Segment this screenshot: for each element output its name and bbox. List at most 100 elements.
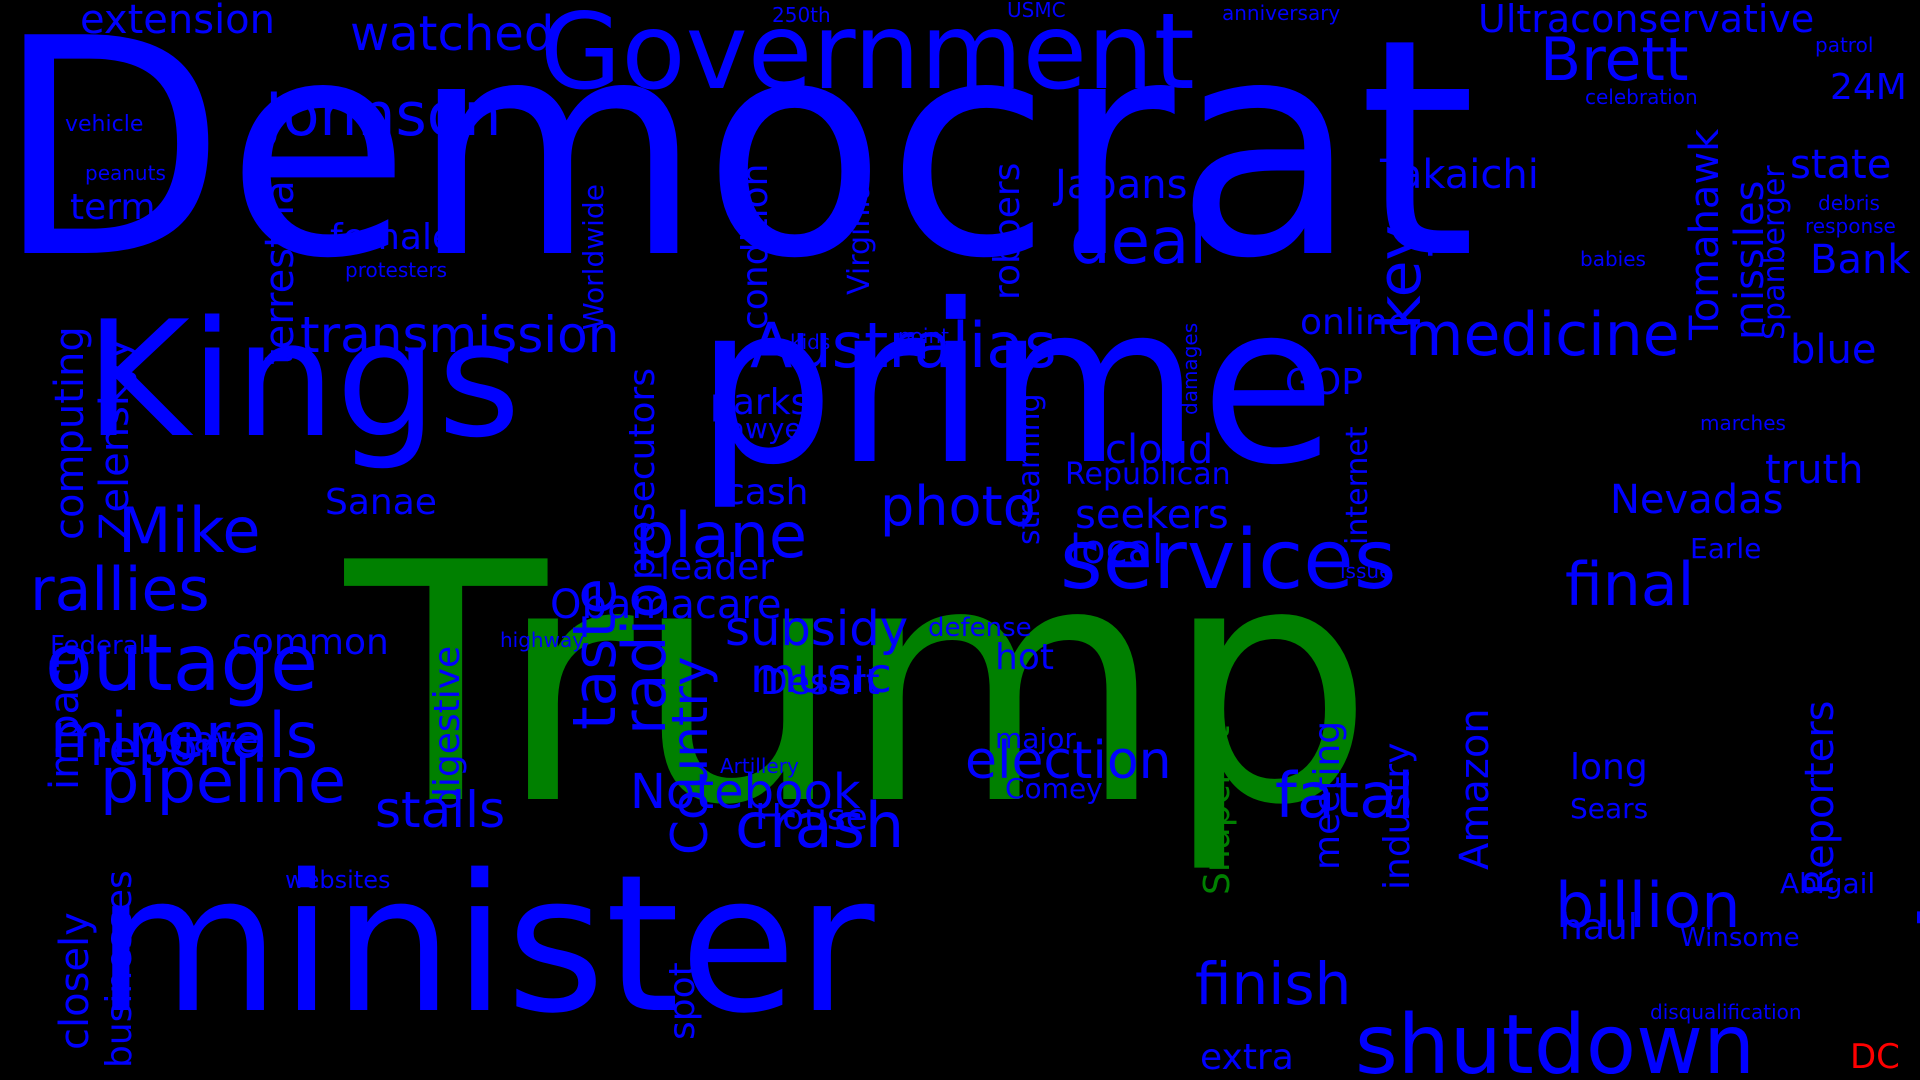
- cloud-word-ultraconservative: Ultraconservative: [1478, 0, 1815, 41]
- cloud-word-services: services: [1060, 513, 1397, 608]
- cloud-word-obamacare: Obamacare: [550, 582, 782, 628]
- cloud-word-spot: spot: [662, 962, 703, 1040]
- cloud-word-long: long: [1570, 747, 1648, 788]
- cloud-word-point: point: [898, 324, 950, 348]
- cloud-word-state: state: [1790, 142, 1892, 188]
- cloud-word-takaichi: Takaichi: [1380, 152, 1539, 198]
- cloud-word-highway: highway: [500, 628, 585, 652]
- cloud-word-defense: defense: [928, 613, 1032, 643]
- cloud-word-cash: cash: [725, 472, 809, 513]
- cloud-word-disqualification: disqualification: [1650, 1000, 1802, 1024]
- cloud-word-spanberger: Spanberger: [1757, 165, 1792, 340]
- cloud-word-sanae: Sanae: [325, 482, 437, 523]
- cloud-word-marches: marches: [1700, 411, 1786, 435]
- cloud-word-photo: photo: [880, 475, 1036, 538]
- cloud-word-billion: billion: [1555, 869, 1741, 942]
- cloud-word-internet: internet: [1340, 426, 1375, 545]
- cloud-word-female: female: [330, 217, 455, 258]
- cloud-word-computing: computing: [47, 326, 93, 540]
- cloud-word-kids: kids: [790, 330, 831, 354]
- cloud-word-seekers: seekers: [1075, 492, 1229, 538]
- cloud-word-babies: babies: [1580, 247, 1646, 271]
- cloud-word-democrat: Democrat: [0, 0, 1477, 324]
- cloud-word-government: Government: [540, 0, 1195, 113]
- cloud-word-stalls: stalls: [375, 781, 506, 839]
- cloud-word-music: music: [750, 648, 892, 704]
- cloud-word-republican: Republican: [1065, 457, 1231, 492]
- cloud-word-issue: issue: [1340, 559, 1392, 583]
- cloud-word-common: common: [232, 622, 389, 663]
- cloud-word-abigail: Abigail: [1780, 867, 1876, 900]
- cloud-word-bank: Bank: [1810, 237, 1911, 283]
- cloud-word-mike: Mike: [118, 494, 261, 567]
- cloud-word-terrestrial: terrestrial: [257, 169, 303, 365]
- cloud-word-prosecutors: prosecutors: [622, 367, 663, 580]
- cloud-word-mojave: Mojave: [130, 720, 259, 761]
- cloud-word-virginia: Virginia: [842, 181, 877, 295]
- cloud-word-sears: Sears: [1570, 792, 1649, 825]
- cloud-word-leader: leader: [660, 547, 775, 588]
- cloud-word-report: report: [90, 721, 237, 777]
- cloud-word-minerals: minerals: [50, 699, 319, 772]
- cloud-word-local: local: [1070, 527, 1164, 573]
- cloud-word-snapchat: Snapchat: [1197, 725, 1238, 895]
- cloud-word-plane: plane: [635, 499, 808, 572]
- cloud-word-cloud: cloud: [1105, 427, 1214, 473]
- cloud-word-condition: condition: [735, 163, 776, 330]
- cloud-word-debris: debris: [1818, 191, 1880, 215]
- cloud-word-notebook: Notebook: [630, 764, 861, 820]
- cloud-word-medicine: medicine: [1405, 300, 1680, 370]
- cloud-word-protesters: protesters: [345, 258, 448, 282]
- cloud-word-johnson: Johnson: [265, 80, 502, 150]
- cloud-word-federal: Federal: [50, 631, 146, 661]
- cloud-word-winsome: Winsome: [1680, 923, 1800, 953]
- cloud-word-finish: finish: [1195, 950, 1352, 1018]
- cloud-word-parks: parks: [710, 382, 810, 423]
- cloud-word-reporters: Reporters: [1797, 700, 1843, 896]
- cloud-word-usmc: USMC: [1007, 0, 1066, 22]
- cloud-word-final: final: [1565, 550, 1695, 620]
- cloud-word-earle: Earle: [1690, 532, 1762, 565]
- cloud-word-comey: Comey: [1005, 772, 1103, 805]
- cloud-word-trump: Trump: [345, 493, 1374, 877]
- cloud-word-worldwide: Worldwide: [577, 184, 610, 330]
- cloud-word-watched: watched: [350, 6, 555, 62]
- cloud-word-amazon: Amazon: [1452, 708, 1498, 870]
- cloud-word-term: term: [70, 187, 156, 228]
- cloud-word-streaming: streaming: [1012, 393, 1047, 545]
- cloud-word-hot: hot: [995, 637, 1054, 678]
- cloud-word-gop: GOP: [1285, 362, 1363, 403]
- cloud-word-damages: damages: [1178, 322, 1202, 415]
- cloud-word-24m: 24M: [1830, 67, 1907, 108]
- cloud-word-japans: Japans: [1055, 162, 1188, 208]
- cloud-word-nevadas: Nevadas: [1610, 477, 1784, 523]
- cloud-word-response: response: [1805, 214, 1896, 238]
- cloud-word-extra: extra: [1200, 1037, 1294, 1078]
- cloud-word-meeting: meeting: [1307, 720, 1348, 870]
- cloud-word-robbers: robbers: [987, 162, 1028, 300]
- cloud-word-peanuts: peanuts: [85, 161, 166, 185]
- cloud-word-fatal: fatal: [1275, 759, 1415, 832]
- cloud-word-outage: outage: [45, 619, 319, 709]
- cloud-word-australias: Australias: [750, 309, 1057, 382]
- cloud-word-vehicle: vehicle: [65, 112, 144, 137]
- cloud-word-anniversary: anniversary: [1222, 1, 1341, 25]
- cloud-word-transmission: transmission: [300, 306, 620, 364]
- cloud-word-desert: Desert: [760, 662, 880, 703]
- cloud-word-artillery: Artillery: [720, 754, 799, 778]
- cloud-word-minister: minister: [95, 834, 875, 1055]
- cloud-word-patrol: patrol: [1815, 33, 1874, 57]
- cloud-word-lawyer: lawyer: [720, 412, 814, 445]
- cloud-word-rallies: rallies: [30, 555, 210, 625]
- cloud-word-blue: blue: [1790, 327, 1877, 373]
- cloud-word-country: Country: [661, 656, 719, 855]
- cloud-word-shutdown: shutdown: [1355, 998, 1756, 1080]
- cloud-word-250th: 250th: [772, 3, 831, 27]
- cloud-word-deal: deal: [1070, 205, 1207, 279]
- cloud-word-celebration: celebration: [1585, 85, 1698, 109]
- cloud-word-zelenskyy: Zelenskyy: [92, 336, 138, 540]
- cloud-word-pipeline: pipeline: [100, 744, 346, 817]
- cloud-word-websites: websites: [285, 866, 391, 894]
- cloud-word-election: election: [965, 731, 1172, 791]
